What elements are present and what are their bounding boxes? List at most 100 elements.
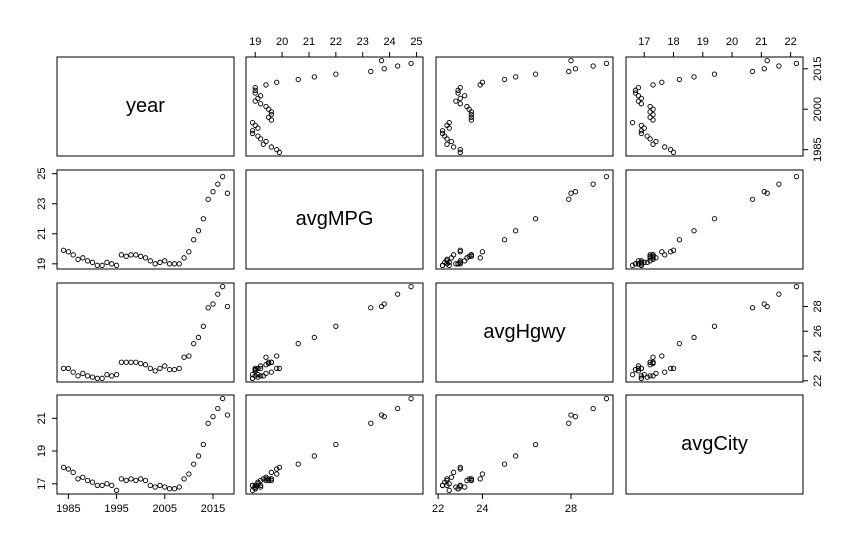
point	[166, 261, 173, 267]
point	[333, 323, 339, 329]
point	[263, 477, 269, 484]
point	[276, 464, 283, 471]
point	[99, 482, 105, 489]
x-tick-label: 19	[697, 36, 709, 48]
point	[457, 484, 463, 490]
point	[659, 249, 665, 255]
y-tick-label: 21	[36, 228, 48, 240]
point	[647, 136, 653, 142]
point	[195, 228, 202, 234]
point	[512, 453, 519, 459]
point	[274, 79, 280, 85]
point	[311, 334, 317, 341]
point	[462, 484, 468, 490]
point	[80, 474, 86, 480]
point	[532, 441, 539, 448]
point	[142, 477, 149, 484]
point	[157, 365, 163, 372]
point	[252, 482, 258, 489]
point	[641, 259, 647, 265]
panel	[435, 394, 614, 495]
point	[219, 284, 226, 290]
point	[249, 487, 256, 493]
x-tick-label: 20	[276, 36, 288, 48]
point	[676, 340, 683, 347]
point	[215, 181, 221, 187]
point	[147, 482, 153, 489]
point	[568, 58, 574, 64]
point	[181, 354, 187, 360]
panel	[435, 282, 614, 383]
point	[477, 476, 483, 482]
point	[249, 130, 256, 137]
variable-label: year	[126, 95, 165, 117]
point	[99, 262, 105, 268]
point	[653, 138, 659, 145]
point	[195, 453, 202, 459]
point	[162, 363, 168, 369]
point	[659, 79, 665, 85]
point	[257, 484, 264, 490]
point	[252, 122, 258, 129]
point	[446, 262, 452, 268]
point	[408, 284, 414, 290]
point	[603, 174, 610, 180]
point	[260, 476, 266, 482]
point	[128, 476, 134, 482]
point	[94, 375, 100, 381]
point	[257, 373, 264, 379]
point	[764, 303, 770, 310]
point	[195, 334, 202, 341]
point	[394, 405, 401, 412]
point	[176, 261, 182, 267]
point	[257, 101, 264, 107]
point	[171, 486, 178, 492]
point	[255, 95, 261, 102]
panel	[245, 169, 424, 270]
point	[568, 190, 574, 196]
point	[381, 414, 387, 420]
point	[186, 249, 192, 255]
panel	[435, 56, 614, 157]
point	[650, 360, 656, 367]
point	[635, 93, 642, 99]
point	[70, 469, 76, 475]
point	[75, 476, 81, 482]
point	[650, 82, 656, 88]
point	[176, 365, 182, 372]
point	[394, 291, 401, 297]
point	[263, 362, 269, 368]
point	[162, 484, 168, 490]
point	[75, 373, 81, 379]
point	[638, 259, 644, 265]
point	[638, 101, 644, 107]
y-tick-label: 25	[36, 168, 48, 180]
point	[268, 144, 275, 150]
point	[118, 252, 125, 258]
point	[128, 252, 134, 258]
point	[590, 405, 596, 412]
point	[378, 58, 385, 64]
point	[572, 189, 579, 195]
point	[257, 365, 264, 372]
point	[650, 253, 656, 259]
point	[653, 370, 659, 377]
point	[793, 174, 800, 180]
point	[311, 453, 317, 459]
point	[635, 261, 642, 267]
point	[191, 340, 197, 347]
point	[266, 106, 272, 112]
point	[793, 60, 800, 67]
point	[572, 66, 579, 72]
point	[186, 471, 192, 477]
y-tick-label: 19	[36, 258, 48, 270]
y-tick-label: 1985	[812, 137, 824, 161]
point	[638, 261, 644, 267]
point	[255, 482, 261, 489]
point	[632, 90, 639, 96]
point	[171, 261, 178, 267]
point	[255, 371, 261, 378]
point	[252, 365, 258, 372]
point	[479, 471, 486, 477]
point	[109, 482, 115, 489]
